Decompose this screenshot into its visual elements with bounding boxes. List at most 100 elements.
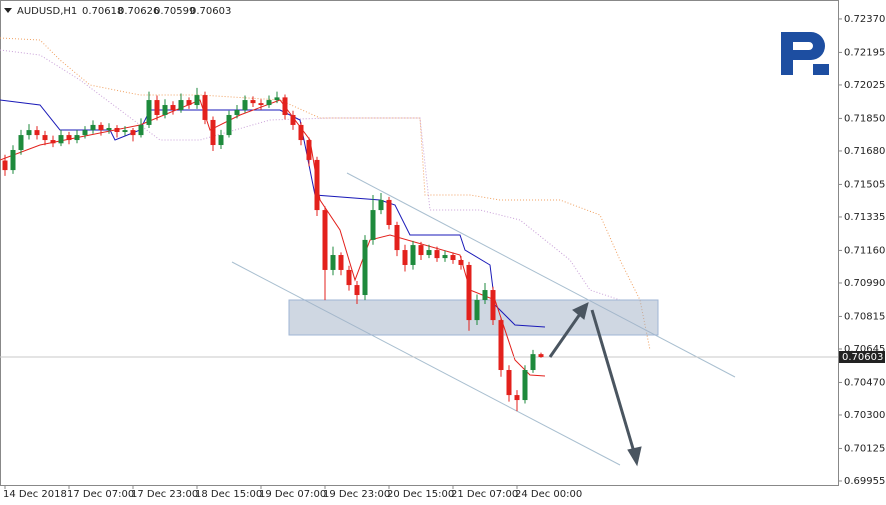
last-low: 0.70599	[154, 6, 195, 17]
x-tick-label: 17 Dec 07:00	[67, 489, 134, 500]
candle-body	[42, 135, 48, 141]
x-tick-label: 17 Dec 23:00	[131, 489, 198, 500]
candle-body	[50, 140, 56, 144]
last-close: 0.70603	[190, 6, 231, 17]
candle-body	[226, 114, 232, 136]
candle-body	[34, 130, 40, 136]
candle-body	[522, 370, 528, 401]
candle-body	[330, 255, 336, 270]
candle-body	[378, 199, 384, 211]
candle-body	[506, 370, 512, 396]
last-high: 0.70626	[118, 6, 159, 17]
price-tag	[839, 351, 885, 364]
symbol: AUDUSD,H1	[17, 6, 77, 17]
candle-body	[106, 127, 112, 131]
candle-body	[482, 290, 488, 300]
y-tick-label: 0.71680	[844, 146, 885, 157]
candle-body	[10, 149, 16, 171]
candle-body	[274, 97, 280, 101]
channel-upper	[346, 172, 736, 378]
candle-body	[66, 135, 72, 141]
candle-body	[338, 255, 344, 270]
candle-body	[306, 140, 312, 160]
channel-lower	[231, 261, 621, 466]
candle-body	[122, 130, 128, 133]
candle-body	[434, 250, 440, 259]
y-tick-label: 0.70470	[844, 377, 885, 388]
candle-body	[498, 320, 504, 371]
candle-body	[530, 354, 536, 371]
candle-body	[74, 135, 80, 141]
candle-body	[82, 130, 88, 136]
candle-body	[154, 100, 160, 115]
candle-body	[442, 255, 448, 259]
candle-body	[90, 124, 96, 131]
x-tick-label: 21 Dec 07:00	[451, 489, 518, 500]
candle-body	[242, 100, 248, 111]
candle-body	[202, 95, 208, 120]
candle-body	[170, 105, 176, 111]
candle-body	[466, 264, 472, 321]
candle-body	[114, 127, 120, 133]
candle-body	[538, 354, 544, 358]
candle-body	[362, 239, 368, 296]
candle-body	[354, 285, 360, 296]
candle-body	[450, 255, 456, 261]
price-tag-label: 0.70603	[842, 352, 883, 363]
candle-body	[130, 130, 136, 136]
candle-body	[322, 210, 328, 270]
candle-body	[178, 100, 184, 111]
candle-body	[138, 124, 144, 136]
candle-body	[314, 159, 320, 211]
candle-body	[410, 245, 416, 265]
y-tick-label: 0.70815	[844, 311, 885, 322]
x-tick-label: 24 Dec 00:00	[515, 489, 582, 500]
candle-body	[346, 269, 352, 286]
candle-body	[426, 250, 432, 256]
menu-triangle	[4, 8, 12, 13]
cloud-b	[0, 49, 655, 301]
candle-body	[490, 290, 496, 321]
candle-body	[418, 245, 424, 256]
candle-body	[394, 224, 400, 251]
candle-body	[266, 100, 272, 106]
x-tick-label: 18 Dec 15:00	[195, 489, 262, 500]
candle-body	[386, 199, 392, 225]
candle-body	[282, 97, 288, 115]
last-open: 0.70618	[82, 6, 123, 17]
cloud-a	[0, 37, 651, 351]
y-tick-label: 0.72370	[844, 14, 885, 25]
support-zone	[288, 299, 659, 336]
x-tick-label: 14 Dec 2018	[3, 489, 67, 500]
y-tick-label: 0.69955	[844, 476, 885, 487]
candle-body	[210, 119, 216, 146]
y-tick-label: 0.71335	[844, 212, 885, 223]
candle-body	[146, 100, 152, 125]
x-tick-label: 19 Dec 07:00	[259, 489, 326, 500]
candle-body	[458, 260, 464, 265]
candle-body	[2, 160, 8, 171]
y-tick-label: 0.70645	[844, 344, 885, 355]
y-tick-label: 0.71160	[844, 245, 885, 256]
candle-body	[402, 250, 408, 265]
candle-body	[234, 110, 240, 115]
forecast-arrows	[548, 302, 642, 467]
candle-body	[98, 124, 104, 131]
candle-body	[162, 105, 168, 115]
candle-body	[250, 100, 256, 104]
candle-body	[370, 210, 376, 240]
candle-body	[474, 299, 480, 321]
y-tick-label: 0.72025	[844, 80, 885, 91]
y-tick-label: 0.70125	[844, 443, 885, 454]
candle-body	[194, 95, 200, 106]
candle-body	[218, 135, 224, 146]
y-tick-label: 0.71505	[844, 179, 885, 190]
candle-body	[186, 100, 192, 106]
y-tick-label: 0.72195	[844, 47, 885, 58]
candle-body	[258, 103, 264, 106]
candle-body	[298, 124, 304, 141]
candle-body	[18, 135, 24, 150]
candle-body	[514, 395, 520, 401]
x-tick-label: 19 Dec 23:00	[323, 489, 390, 500]
